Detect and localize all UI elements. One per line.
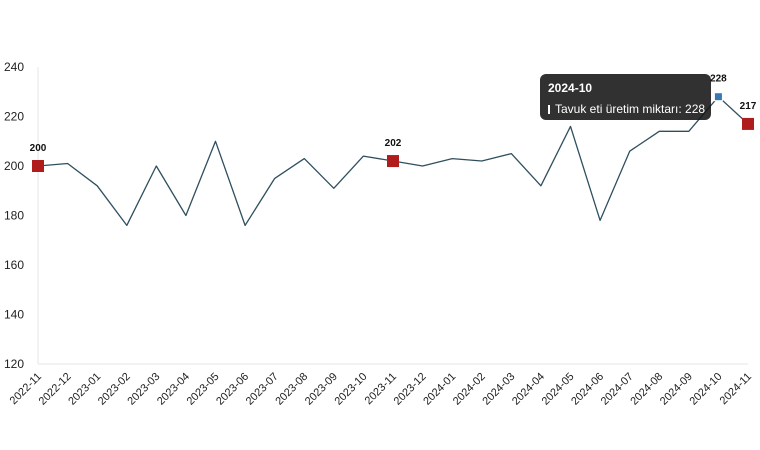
data-point-label: 217 (740, 101, 757, 112)
data-point-marker[interactable] (387, 155, 399, 168)
data-point-label: 200 (30, 143, 47, 154)
marker-layer (32, 92, 754, 172)
tooltip-title: 2024-10 (548, 81, 593, 95)
data-point-marker[interactable] (742, 117, 754, 130)
y-tick-label: 180 (4, 209, 24, 223)
data-point-marker[interactable] (32, 160, 44, 172)
data-point-label: 228 (710, 74, 727, 85)
tooltip-series-label: Tavuk eti üretim miktarı (555, 102, 679, 116)
y-tick-label: 120 (4, 357, 24, 371)
tooltip-row: Tavuk eti üretim miktarı: 228 (548, 102, 706, 116)
point-label-layer: 200 202 228 217 (30, 74, 757, 154)
data-point-label: 202 (385, 138, 402, 149)
x-tick-label: 2024-11 (718, 371, 754, 407)
x-tick-label: 2023-10 (333, 371, 370, 408)
y-tick-label: 140 (4, 308, 24, 322)
tooltip-value: 228 (685, 102, 706, 116)
tooltip-swatch (548, 104, 550, 114)
y-tick-label: 200 (4, 159, 24, 173)
tooltip-colon: : (678, 102, 686, 116)
y-tick-label: 160 (4, 258, 24, 272)
chart-tooltip: 2024-10 Tavuk eti üretim miktarı: 228 (540, 74, 711, 120)
data-point-marker[interactable] (713, 92, 723, 102)
y-tick-label: 240 (4, 60, 24, 74)
y-axis: 120 140 160 180 200 220 240 (4, 60, 39, 371)
x-axis: 2022-112022-122023-012023-022023-032023-… (8, 363, 754, 408)
y-tick-label: 220 (4, 110, 24, 124)
x-tick-label: 2024-10 (688, 371, 725, 408)
